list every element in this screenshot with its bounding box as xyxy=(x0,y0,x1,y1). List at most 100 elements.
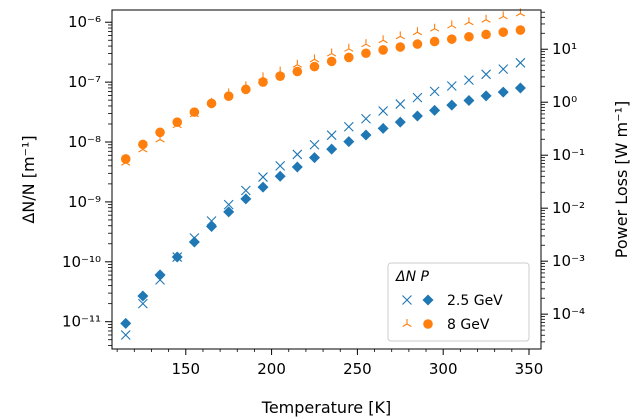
data-point xyxy=(137,290,149,302)
data-point xyxy=(378,45,388,55)
data-point xyxy=(394,116,406,128)
data-point xyxy=(223,206,235,218)
data-point xyxy=(154,269,166,281)
axes-frame xyxy=(111,9,542,350)
data-point xyxy=(412,39,423,49)
data-point xyxy=(429,86,440,97)
axes: 150 200 250 300 350 10⁻¹¹ 10⁻¹⁰ 10⁻⁹ 10⁻⁸ 10⁻⁷ 10⁻… xyxy=(19,9,631,417)
data-point xyxy=(411,110,423,122)
series-1 xyxy=(120,82,526,329)
data-point xyxy=(446,34,457,44)
data-point xyxy=(514,82,526,94)
right-tick-label: 10¹ xyxy=(552,40,577,58)
data-point xyxy=(240,185,251,196)
data-point xyxy=(309,139,320,150)
data-point xyxy=(446,99,458,111)
legend-header: ΔN P xyxy=(395,269,430,285)
data-point xyxy=(137,298,148,309)
data-point xyxy=(464,75,474,86)
data-point xyxy=(292,59,302,68)
legend-marker xyxy=(402,319,412,327)
data-point xyxy=(344,43,354,52)
data-point xyxy=(378,35,388,44)
data-point xyxy=(138,139,148,150)
data-point xyxy=(275,160,286,171)
left-tick-label: 10⁻⁹ xyxy=(68,193,101,211)
data-point xyxy=(498,11,508,20)
data-point xyxy=(344,52,354,63)
data-point xyxy=(429,104,441,116)
data-point xyxy=(361,39,371,48)
data-point xyxy=(206,216,217,226)
left-tick-label: 10⁻¹¹ xyxy=(62,313,101,331)
data-point xyxy=(309,61,320,72)
data-point xyxy=(429,23,440,32)
data-point xyxy=(480,90,492,102)
data-point xyxy=(447,20,457,29)
left-tick-label: 10⁻⁷ xyxy=(68,73,101,91)
data-point xyxy=(258,172,268,182)
data-point xyxy=(120,154,131,164)
data-point xyxy=(275,71,285,81)
legend-label: 2.5 GeV xyxy=(447,293,503,309)
data-point xyxy=(446,81,457,91)
data-point xyxy=(498,27,509,37)
right-tick-label: 10⁰ xyxy=(552,93,577,111)
right-axis-label: Power Loss [W m⁻¹] xyxy=(612,101,631,258)
data-point xyxy=(240,193,252,205)
data-point xyxy=(291,161,303,173)
data-point xyxy=(188,236,200,248)
left-tick-label: 10⁻¹⁰ xyxy=(62,253,101,271)
data-point xyxy=(360,129,372,141)
right-tick-label: 10⁻⁴ xyxy=(552,305,585,323)
right-tick-label: 10⁻¹ xyxy=(552,146,585,164)
x-tick-label: 300 xyxy=(429,360,458,378)
legend-marker xyxy=(422,294,434,306)
data-point xyxy=(223,91,234,101)
series-0 xyxy=(120,57,526,340)
data-point xyxy=(326,143,338,155)
data-point xyxy=(429,36,440,47)
data-point xyxy=(343,121,354,132)
data-point xyxy=(292,149,303,160)
data-point xyxy=(498,64,509,74)
data-point xyxy=(361,113,371,124)
series-2 xyxy=(121,8,526,166)
data-point xyxy=(515,8,526,17)
data-point xyxy=(377,122,389,134)
data-point xyxy=(172,117,183,127)
data-point xyxy=(171,251,183,263)
plot-area xyxy=(120,8,526,340)
data-point xyxy=(155,127,165,138)
x-tick-label: 200 xyxy=(257,360,286,378)
data-point xyxy=(395,31,405,40)
data-point xyxy=(326,56,337,67)
series-3 xyxy=(120,25,526,164)
data-point xyxy=(257,181,269,193)
data-point xyxy=(241,84,251,95)
right-tick-label: 10⁻³ xyxy=(552,252,585,270)
data-point xyxy=(515,57,526,68)
data-point xyxy=(206,221,218,233)
data-point xyxy=(481,29,491,40)
data-point xyxy=(412,92,423,103)
data-point xyxy=(327,48,337,57)
x-tick-label: 150 xyxy=(171,360,200,378)
data-point xyxy=(326,130,337,141)
legend-marker xyxy=(402,295,412,305)
x-tick-label: 250 xyxy=(343,360,372,378)
legend-box xyxy=(387,262,530,342)
data-point xyxy=(223,199,234,210)
data-point xyxy=(395,99,406,109)
data-point xyxy=(463,94,475,106)
data-point xyxy=(395,42,406,52)
data-point xyxy=(464,31,474,42)
data-point xyxy=(412,27,423,36)
data-point xyxy=(309,54,320,63)
data-point xyxy=(515,25,526,35)
legend-marker xyxy=(423,319,433,329)
data-point xyxy=(206,98,217,109)
data-point xyxy=(361,48,371,59)
x-axis-label: Temperature [K] xyxy=(261,398,391,417)
